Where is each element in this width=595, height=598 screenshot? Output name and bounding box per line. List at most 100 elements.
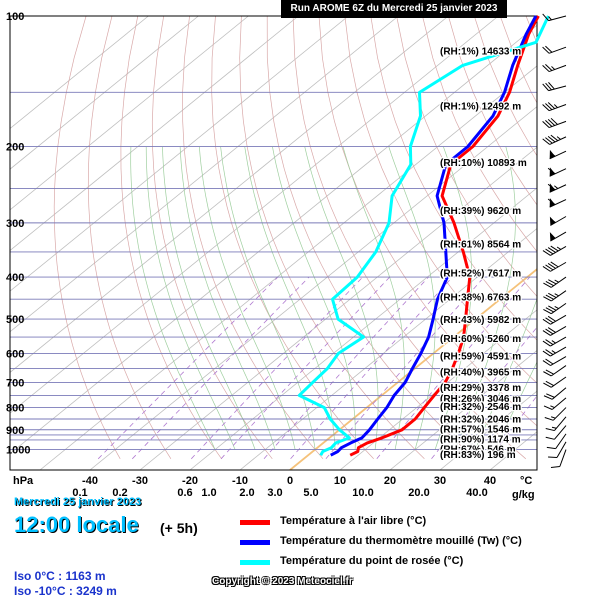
wind-barb-pennant	[546, 231, 555, 241]
wind-barb-full	[544, 403, 552, 412]
wind-barb-full	[548, 81, 554, 90]
legend-label-dewpoint: Température du point de rosée (°C)	[280, 555, 463, 567]
wind-barb	[543, 58, 566, 73]
isotherm-line	[590, 16, 595, 470]
mixing-ratio-unit-label: g/kg	[512, 489, 535, 501]
wind-barb-half	[557, 136, 561, 140]
wind-barb-pennant	[546, 216, 555, 226]
wind-barb	[546, 412, 566, 434]
wind-barb-full	[551, 464, 560, 470]
rh-altitude-label: (RH:10%) 10893 m	[440, 158, 527, 169]
mixing-ratio-tick-label: 40.0	[466, 487, 487, 499]
pressure-tick-label: 400	[6, 272, 24, 284]
wind-barb-full	[546, 82, 552, 91]
rh-altitude-label: (RH:52%) 7617 m	[440, 268, 521, 279]
pressure-tick-label: 700	[6, 377, 24, 389]
wind-barb	[543, 40, 566, 55]
pressure-unit-label: hPa	[13, 475, 34, 487]
mixing-ratio-tick-label: 10.0	[352, 487, 373, 499]
legend-label-temperature: Température à l'air libre (°C)	[280, 515, 426, 527]
legend-swatch-wetbulb	[240, 540, 270, 545]
legend-label-wetbulb: Température du thermomètre mouillé (Tw) …	[280, 535, 522, 547]
wind-barb	[546, 225, 566, 241]
forecast-time: 12:00 locale	[14, 512, 139, 538]
wind-barb	[546, 210, 566, 226]
rh-altitude-label: (RH:29%) 3378 m	[440, 383, 521, 394]
wind-barb	[543, 359, 566, 378]
wind-barb	[543, 255, 566, 273]
wind-barb	[546, 192, 566, 207]
wind-barb	[543, 114, 566, 129]
rh-altitude-label: (RH:38%) 6763 m	[440, 293, 521, 304]
temperature-tick-label: -30	[132, 475, 148, 487]
wind-barb-half	[551, 66, 554, 70]
wind-barb-staff	[560, 450, 566, 467]
iso-0-altitude: Iso 0°C : 1163 m	[14, 569, 106, 583]
mixing-ratio-tick-label: 5.0	[303, 487, 318, 499]
rh-altitude-label: (RH:59%) 4591 m	[440, 351, 521, 362]
chart-title: Run AROME 6Z du Mercredi 25 janvier 2023	[281, 0, 507, 18]
temperature-tick-label: 0	[287, 475, 293, 487]
rh-altitude-label: (RH:32%) 2046 m	[440, 414, 521, 425]
forecast-date: Mercredi 25 janvier 2023	[14, 496, 141, 508]
pressure-tick-label: 300	[6, 218, 24, 230]
mixing-ratio-tick-label: 0.6	[177, 487, 192, 499]
temperature-tick-label: 40	[484, 475, 496, 487]
isotherm-line	[540, 16, 595, 470]
rh-altitude-label: (RH:60%) 5260 m	[440, 334, 521, 345]
wind-barb	[546, 144, 566, 159]
wind-barb	[543, 240, 566, 258]
legend-swatch-temperature	[240, 520, 270, 525]
pressure-tick-label: 800	[6, 403, 24, 415]
pressure-tick-label: 500	[6, 314, 24, 326]
wind-barb-full	[546, 425, 555, 433]
rh-altitude-label: (RH:61%) 8564 m	[440, 240, 521, 251]
forecast-offset: (+ 5h)	[160, 520, 198, 536]
pressure-tick-label: 600	[6, 348, 24, 360]
legend-swatch-dewpoint	[240, 560, 270, 565]
rh-altitude-label: (RH:83%) 196 m	[440, 450, 516, 461]
wind-barb-full	[547, 444, 556, 452]
pressure-tick-label: 100	[6, 11, 24, 23]
wind-barb-full	[548, 454, 557, 461]
wind-barb	[547, 429, 566, 452]
mixing-ratio-tick-label: 2.0	[239, 487, 254, 499]
wind-barb	[543, 284, 566, 303]
wind-barb	[543, 271, 566, 290]
mixing-ratio-tick-label: 20.0	[408, 487, 429, 499]
temperature-tick-label: 10	[334, 475, 346, 487]
wind-barb	[546, 161, 566, 176]
rh-altitude-label: (RH:1%) 14633 m	[440, 46, 521, 57]
pressure-tick-label: 200	[6, 142, 24, 154]
mixing-ratio-tick-label: 1.0	[201, 487, 216, 499]
temperature-tick-label: -20	[182, 475, 198, 487]
pressure-tick-label: 900	[6, 425, 24, 437]
temperature-unit-label: °C	[520, 475, 532, 487]
temperature-tick-label: 20	[384, 475, 396, 487]
wind-barb	[544, 392, 566, 412]
wind-barbs-layer	[543, 8, 566, 470]
dry-adiabat	[578, 16, 595, 459]
wind-barb	[543, 78, 566, 91]
wind-barb-full	[543, 83, 549, 92]
temperature-tick-label: -40	[82, 475, 98, 487]
mixing-ratio-tick-label: 3.0	[267, 487, 282, 499]
wind-barb-half	[554, 104, 557, 108]
wind-barb	[543, 130, 566, 147]
rh-altitude-label: (RH:39%) 9620 m	[440, 206, 521, 217]
temperature-tick-label: -10	[232, 475, 248, 487]
wind-barb	[543, 297, 566, 316]
wind-barb	[546, 177, 566, 192]
dry-adiabat	[552, 16, 595, 459]
rh-altitude-label: (RH:40%) 3965 m	[440, 368, 521, 379]
wind-barb	[543, 97, 566, 112]
wind-barb	[551, 447, 566, 470]
rh-altitude-label: (RH:43%) 5982 m	[440, 315, 521, 326]
copyright: Copyright © 2023 Meteociel.fr	[212, 576, 353, 587]
rh-altitude-label: (RH:1%) 12492 m	[440, 102, 521, 113]
wind-barb-full	[545, 415, 553, 423]
rh-altitude-label: (RH:32%) 2546 m	[440, 402, 521, 413]
wind-barb-full	[546, 434, 555, 442]
pressure-tick-label: 1000	[6, 445, 30, 457]
wind-barb-half	[554, 185, 558, 189]
